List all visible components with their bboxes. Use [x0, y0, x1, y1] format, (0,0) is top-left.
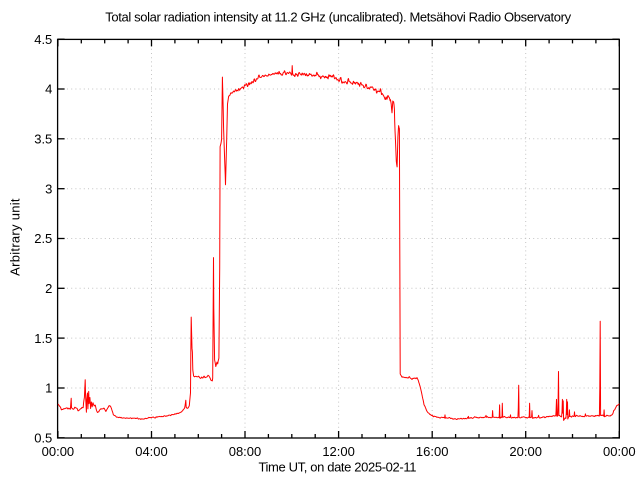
svg-text:08:00: 08:00 [229, 444, 262, 459]
svg-text:Total solar radiation intensit: Total solar radiation intensity at 11.2 … [105, 10, 571, 25]
svg-text:3: 3 [45, 181, 52, 196]
svg-text:12:00: 12:00 [322, 444, 355, 459]
svg-text:1.5: 1.5 [34, 331, 52, 346]
svg-text:0.5: 0.5 [34, 430, 52, 445]
svg-text:1: 1 [45, 381, 52, 396]
svg-text:3.5: 3.5 [34, 131, 52, 146]
svg-text:20:00: 20:00 [509, 444, 542, 459]
svg-text:04:00: 04:00 [135, 444, 168, 459]
svg-text:Time UT, on date 2025-02-11: Time UT, on date 2025-02-11 [258, 460, 416, 475]
svg-text:2.5: 2.5 [34, 231, 52, 246]
svg-text:00:00: 00:00 [603, 444, 636, 459]
svg-text:4: 4 [45, 82, 52, 97]
svg-text:00:00: 00:00 [42, 444, 75, 459]
svg-text:2: 2 [45, 281, 52, 296]
svg-text:4.5: 4.5 [34, 32, 52, 47]
svg-text:Arbitrary unit: Arbitrary unit [8, 198, 23, 276]
svg-text:16:00: 16:00 [416, 444, 449, 459]
